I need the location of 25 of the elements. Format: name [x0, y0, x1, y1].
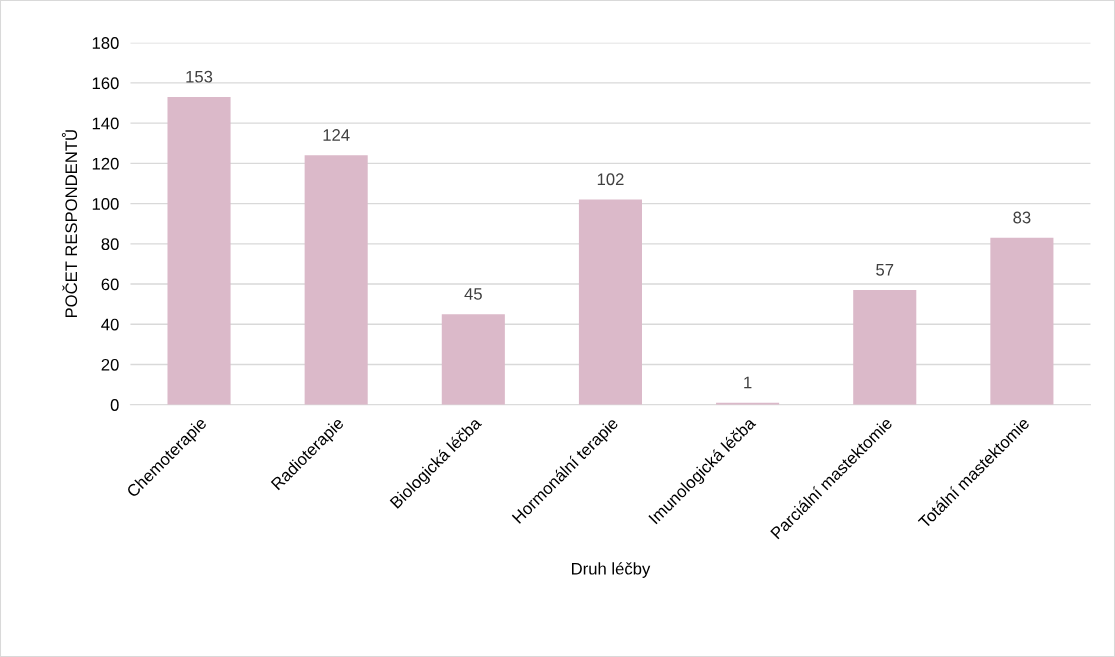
- y-tick-label: 180: [92, 37, 119, 49]
- data-label: 124: [323, 129, 350, 141]
- y-tick-label: 140: [92, 117, 119, 130]
- y-tick-label: 100: [92, 198, 119, 210]
- y-tick-label: 120: [92, 157, 119, 170]
- y-tick-label: 0: [110, 399, 119, 411]
- y-tick-label: 40: [101, 318, 119, 331]
- data-label: 153: [186, 70, 213, 83]
- bar: [441, 314, 505, 405]
- y-tick-label: 160: [92, 77, 119, 90]
- data-label: 83: [1013, 211, 1031, 224]
- bar: [304, 155, 368, 405]
- bar: [990, 237, 1054, 405]
- bar: [853, 290, 917, 405]
- y-tick-label: 20: [101, 358, 119, 371]
- y-tick-label: 80: [101, 238, 119, 251]
- bar: [167, 97, 231, 405]
- bar: [578, 199, 643, 405]
- data-label: 45: [464, 288, 482, 300]
- data-label: 102: [597, 173, 624, 186]
- x-axis-title: Druh léčby: [572, 562, 651, 578]
- data-label: 1: [744, 376, 752, 389]
- y-tick-label: 60: [101, 278, 119, 291]
- data-label: 57: [876, 264, 894, 276]
- y-axis-title: POČET RESPONDENTŮ: [61, 130, 78, 318]
